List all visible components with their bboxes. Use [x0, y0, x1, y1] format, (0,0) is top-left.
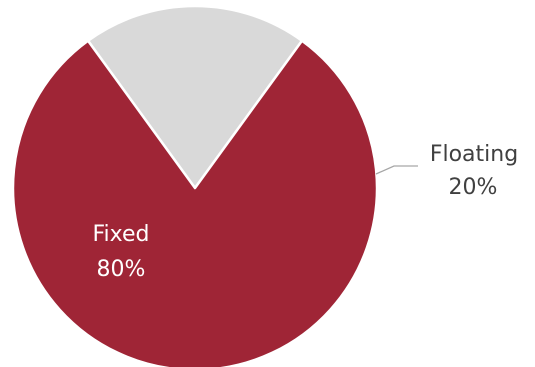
slice-label-fixed-value: 80% [97, 257, 146, 282]
pie-slices [11, 4, 379, 367]
slice-label-floating-value: 20% [449, 175, 498, 200]
slice-label-floating-name: Floating [430, 142, 518, 167]
leader-lines [375, 165, 418, 175]
pie-slice-floating [86, 4, 304, 190]
pie-slice-fixed [11, 39, 379, 367]
leader-line-floating [375, 165, 418, 175]
slice-label-fixed-name: Fixed [92, 222, 149, 247]
slice-labels: Fixed 80% Floating 20% [92, 142, 518, 282]
